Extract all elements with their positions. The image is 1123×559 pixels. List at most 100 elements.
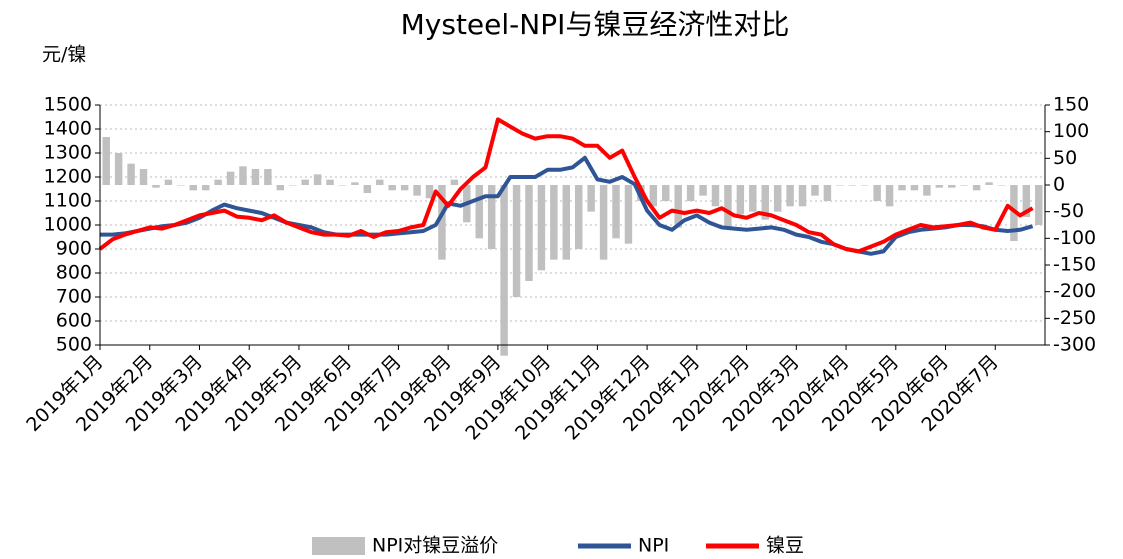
- line-series: [98, 117, 1034, 254]
- bar: [612, 185, 620, 239]
- y-tick-label: 1000: [44, 214, 92, 236]
- y2-tick-label: 150: [1053, 94, 1089, 116]
- bar: [264, 169, 272, 185]
- bar: [550, 185, 558, 260]
- bar: [512, 185, 521, 297]
- y-tick-label: 1400: [44, 118, 92, 140]
- bar: [599, 185, 608, 260]
- bar: [152, 185, 160, 188]
- chart-title: Mysteel-NPI与镍豆经济性对比: [401, 8, 790, 41]
- bar: [935, 185, 944, 188]
- bar: [400, 185, 409, 191]
- bar: [139, 169, 148, 185]
- bar: [450, 179, 459, 185]
- y-tick-label: 1200: [44, 166, 92, 188]
- bar: [226, 171, 235, 185]
- y-tick-label: 600: [56, 310, 92, 332]
- bar: [102, 137, 110, 185]
- bar: [948, 185, 956, 188]
- bar: [189, 185, 197, 191]
- legend-swatch: [312, 537, 365, 555]
- bar: [338, 185, 347, 186]
- y2-tick-label: 0: [1053, 174, 1065, 196]
- bar: [686, 185, 695, 201]
- bar: [376, 179, 384, 185]
- bar: [388, 185, 396, 191]
- bar: [1022, 185, 1031, 217]
- bar: [562, 185, 571, 260]
- bar: [836, 185, 844, 186]
- bar: [724, 185, 732, 228]
- bar: [177, 185, 185, 186]
- y-tick-label: 500: [56, 334, 92, 356]
- bar: [860, 185, 869, 186]
- legend-label: NPI: [638, 535, 669, 557]
- bar: [960, 185, 968, 186]
- bar: [898, 185, 906, 191]
- y2-tick-label: 100: [1053, 120, 1089, 142]
- bar: [823, 185, 832, 201]
- bar: [811, 185, 819, 196]
- bar: [773, 185, 782, 212]
- bar: [848, 185, 856, 186]
- bar: [711, 185, 720, 207]
- y-tick-label: 800: [56, 262, 92, 284]
- bar: [761, 185, 769, 220]
- y-tick-label: 900: [56, 238, 92, 260]
- y-tick-label: 1100: [44, 190, 92, 212]
- y-tick-label: 1300: [44, 142, 92, 164]
- bar: [997, 185, 1006, 186]
- legend-label: 镍豆: [766, 535, 804, 557]
- bar: [438, 185, 446, 260]
- legend-label: NPI对镍豆溢价: [372, 535, 498, 557]
- bar: [114, 153, 123, 185]
- y2-tick-label: -200: [1053, 280, 1096, 302]
- y2-tick-label: -250: [1053, 307, 1096, 329]
- bar: [301, 179, 309, 185]
- bar: [1035, 185, 1043, 225]
- y2-tick-label: -50: [1053, 200, 1084, 222]
- bar: [662, 185, 670, 201]
- bar: [923, 185, 931, 196]
- y2-tick-label: -100: [1053, 227, 1096, 249]
- bar: [624, 185, 633, 244]
- y2-tick-label: -300: [1053, 334, 1096, 356]
- bar: [363, 185, 372, 193]
- bar: [475, 185, 483, 239]
- bar: [313, 174, 322, 185]
- bar: [674, 185, 682, 228]
- y-axis-label: 元/镍: [42, 44, 86, 66]
- bar: [500, 185, 508, 356]
- bar: [487, 185, 496, 249]
- bar: [214, 179, 222, 185]
- bar: [413, 185, 421, 196]
- bar: [425, 185, 434, 199]
- bar: [164, 179, 173, 185]
- bar: [910, 185, 919, 191]
- bar: [649, 185, 658, 207]
- bar: [873, 185, 881, 201]
- bar: [289, 185, 297, 186]
- y-tick-label: 700: [56, 286, 92, 308]
- bar: [749, 185, 757, 212]
- bar: [127, 163, 135, 185]
- bar: [574, 185, 583, 249]
- line-series: [100, 155, 1034, 256]
- bar: [699, 185, 707, 196]
- bar: [972, 185, 981, 191]
- bar: [276, 185, 285, 191]
- bar: [786, 185, 794, 207]
- y2-tick-label: 50: [1053, 147, 1077, 169]
- bar: [251, 169, 260, 185]
- bar: [537, 185, 546, 271]
- bar: [525, 185, 533, 281]
- bar: [885, 185, 894, 207]
- bar: [326, 179, 334, 185]
- bar: [587, 185, 595, 212]
- bar: [239, 166, 247, 185]
- bar: [351, 182, 359, 185]
- y-tick-label: 1500: [44, 94, 92, 116]
- bar: [985, 182, 993, 185]
- bar: [736, 185, 745, 215]
